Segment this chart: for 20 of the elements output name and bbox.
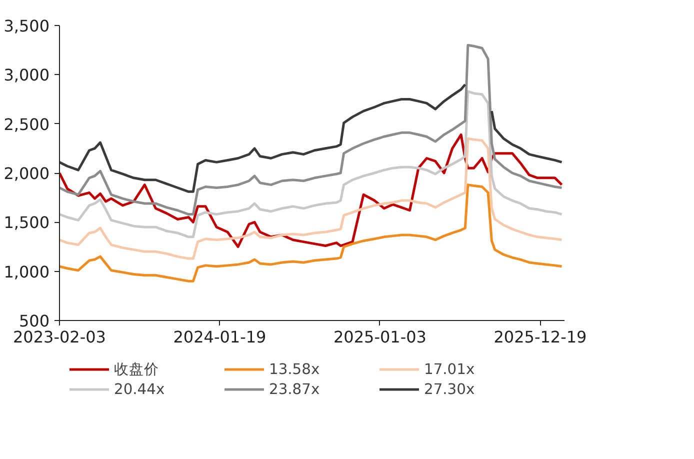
legend-label: 23.87x bbox=[269, 380, 321, 398]
line-series bbox=[60, 44, 564, 216]
y-tick-label: 1,500 bbox=[4, 213, 50, 232]
legend-label: 20.44x bbox=[114, 380, 166, 398]
y-tick-label: 3,500 bbox=[4, 16, 50, 36]
line-series bbox=[60, 90, 564, 238]
y-tick-label: 3,000 bbox=[4, 66, 50, 85]
x-tick-label: 2024-01-19 bbox=[173, 328, 266, 346]
x-tick-label: 2023-02-03 bbox=[13, 328, 106, 346]
y-tick-label: 500 bbox=[18, 312, 50, 330]
y-tick-label: 2,000 bbox=[4, 164, 50, 183]
x-tick-label: 2025-01-03 bbox=[333, 328, 426, 346]
legend-label: 17.01x bbox=[424, 360, 476, 378]
legend-label: 收盘价 bbox=[114, 360, 160, 378]
y-tick-label: 1,000 bbox=[4, 262, 50, 282]
legend-label: 27.30x bbox=[424, 380, 476, 398]
line-series bbox=[60, 184, 564, 282]
y-tick-label: 2,500 bbox=[4, 114, 50, 134]
x-tick-label: 2025-12-19 bbox=[494, 328, 587, 346]
legend-label: 13.58x bbox=[269, 360, 321, 378]
